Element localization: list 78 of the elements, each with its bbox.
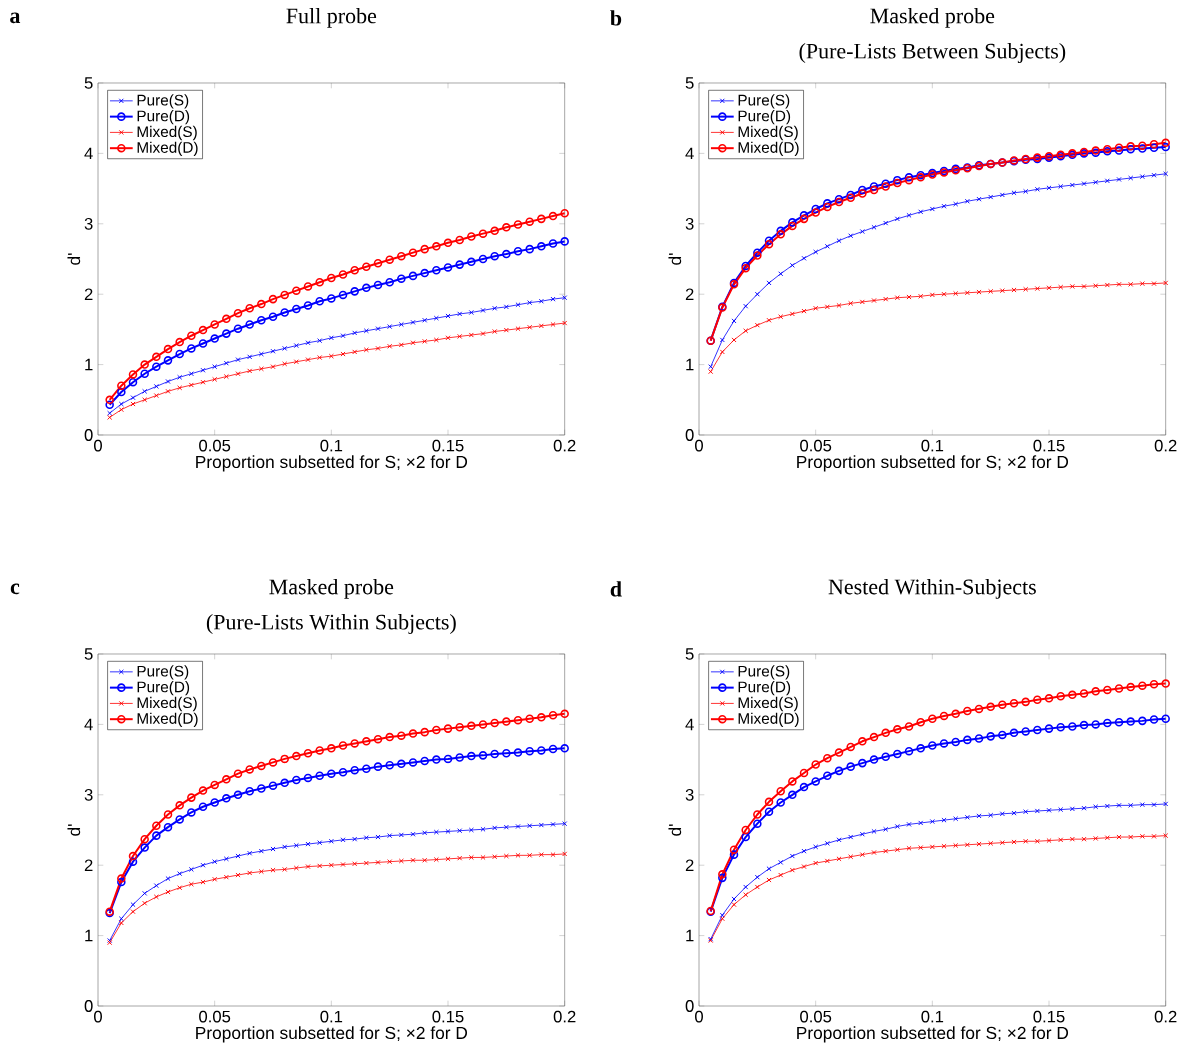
chart-subtitle: (Pure-Lists Within Subjects) [206,614,456,635]
text: b [610,10,622,26]
x-tick-label: 0.05 [199,1010,231,1023]
legend-label: Mixed(D) [738,141,799,156]
chart-title: Masked probe [269,578,394,599]
x-tick-label: 0 [94,439,102,452]
y-tick-label: 3 [685,788,694,801]
legend-label: Pure(D) [738,110,791,125]
x-tick-label: 0.2 [553,1010,576,1023]
legend-label: Pure(S) [738,665,790,680]
legend-label: Pure(D) [137,110,190,125]
x-tick-label: 0.1 [921,439,944,452]
y-tick-label: 0 [84,429,93,441]
y-tick-label: 2 [685,859,694,872]
chart-title: Nested Within-Subjects [828,578,1036,599]
legend-label: Mixed(D) [137,712,198,727]
legend-label: Pure(S) [137,665,189,680]
text: c [10,583,20,595]
y-tick-label: 1 [85,929,93,942]
y-tick-label: 5 [84,648,93,660]
chart-title: Masked probe [870,7,995,28]
y-tick-label: 2 [685,288,694,301]
x-tick-label: 0.15 [1033,439,1065,452]
y-axis-title: d' [67,253,81,265]
x-tick-label: 0 [695,1010,703,1023]
text: d [610,581,622,597]
y-tick-label: 4 [685,718,694,731]
y-axis-title: d' [668,824,682,836]
chart-title: Full probe [286,7,377,28]
y-tick-label: 0 [84,1000,93,1012]
legend-label: Mixed(S) [137,696,197,712]
y-tick-label: 2 [84,859,93,872]
x-tick-label: 0.1 [320,1010,343,1023]
x-tick-label: 0.05 [800,1010,832,1023]
y-tick-label: 1 [85,358,93,371]
y-tick-label: 3 [84,217,93,230]
x-axis-title: Proportion subsetted for S; ×2 for D [196,455,468,472]
legend-label: Mixed(D) [738,712,799,727]
x-tick-label: 0.15 [432,439,464,452]
y-tick-label: 4 [84,147,93,160]
y-tick-label: 4 [685,147,694,160]
x-tick-label: 0.2 [1154,439,1177,452]
x-tick-label: 0.05 [199,439,231,452]
x-tick-label: 0 [695,439,703,452]
legend-label: Pure(D) [137,681,190,696]
y-tick-label: 5 [84,77,93,89]
y-tick-label: 5 [685,648,694,660]
x-tick-label: 0.15 [1033,1010,1065,1023]
y-axis-title: d' [668,253,682,265]
x-axis-title: Proportion subsetted for S; ×2 for D [797,455,1069,472]
legend-label: Mixed(S) [738,696,798,712]
y-tick-label: 4 [84,718,93,731]
y-tick-label: 1 [686,929,694,942]
y-tick-label: 3 [84,788,93,801]
x-tick-label: 0.05 [800,439,832,452]
x-axis-title: Proportion subsetted for S; ×2 for D [797,1026,1069,1043]
chart-subtitle: (Pure-Lists Between Subjects) [799,43,1066,64]
legend-label: Mixed(S) [137,125,197,141]
y-axis-title: d' [67,824,81,836]
y-tick-label: 0 [685,1000,694,1012]
x-tick-label: 0.1 [921,1010,944,1023]
legend-label: Pure(S) [738,94,790,109]
y-tick-label: 2 [84,288,93,301]
legend-label: Pure(S) [137,94,189,109]
x-tick-label: 0.1 [320,439,343,452]
legend-label: Pure(D) [738,681,791,696]
x-tick-label: 0.15 [432,1010,464,1023]
x-axis-title: Proportion subsetted for S; ×2 for D [196,1026,468,1043]
text: a [10,12,21,24]
y-tick-label: 0 [685,429,694,441]
y-tick-label: 5 [685,77,694,89]
x-tick-label: 0 [94,1010,102,1023]
x-tick-label: 0.2 [553,439,576,452]
x-tick-label: 0.2 [1154,1010,1177,1023]
legend-label: Mixed(D) [137,141,198,156]
y-tick-label: 1 [686,358,694,371]
legend-label: Mixed(S) [738,125,798,141]
y-tick-label: 3 [685,217,694,230]
